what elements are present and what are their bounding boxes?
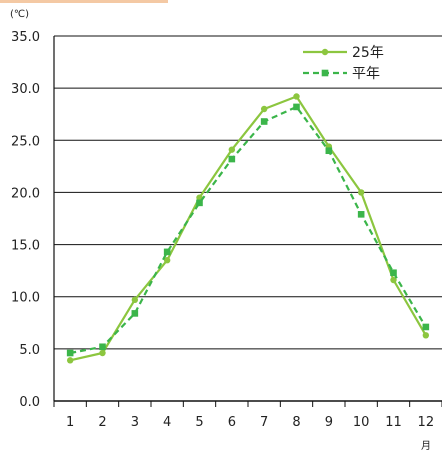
x-tick-label: 4 [163, 415, 171, 430]
legend-marker [321, 48, 329, 56]
data-point [163, 248, 171, 256]
y-tick-label: 15.0 [11, 239, 40, 254]
x-tick-label: 12 [418, 415, 435, 430]
legend-label: 25年 [352, 45, 384, 61]
series-2 [66, 103, 430, 357]
data-point [357, 189, 365, 196]
data-point [325, 147, 333, 155]
data-point [228, 155, 236, 163]
y-tick-label: 25.0 [11, 134, 40, 149]
data-point [357, 211, 365, 218]
data-point [66, 357, 74, 364]
x-tick-label: 11 [385, 415, 402, 430]
data-point [196, 199, 203, 207]
x-tick-label: 8 [292, 415, 300, 430]
data-point [422, 323, 430, 331]
data-point [99, 349, 106, 357]
y-tick-label: 10.0 [11, 291, 40, 306]
data-point [390, 269, 397, 277]
data-point [390, 276, 397, 284]
legend-label: 平年 [352, 66, 380, 82]
y-tick-label: 35.0 [11, 30, 40, 45]
data-point [260, 118, 268, 125]
x-tick-label: 10 [353, 415, 370, 430]
data-point [260, 105, 268, 113]
x-tick-label: 2 [98, 415, 106, 430]
axis-layer: 0.05.010.015.020.025.030.035.01 2 3 4 5 6 7 8 9 1… [11, 30, 442, 430]
x-axis-unit-label: 月 [421, 440, 431, 452]
legend-item-1: 25年 [303, 45, 384, 61]
x-tick-label: 3 [131, 415, 139, 430]
legend-marker [321, 69, 329, 77]
data-point [293, 103, 300, 111]
y-axis-unit-label: (℃) [10, 9, 29, 20]
series-1 [66, 93, 430, 364]
legend-item-2: 平年 [303, 66, 380, 82]
series-line-2 [69, 105, 427, 355]
data-point [422, 332, 430, 339]
data-point [131, 296, 139, 304]
x-tick-label: 7 [260, 415, 268, 430]
y-tick-label: 30.0 [11, 82, 40, 97]
data-point [293, 93, 300, 100]
data-point [163, 257, 171, 264]
x-tick-label: 5 [195, 415, 203, 430]
data-point [228, 146, 236, 153]
header-accent-bar [0, 0, 168, 3]
y-tick-label: 0.0 [19, 395, 40, 410]
series-layer [66, 93, 430, 364]
y-tick-label: 5.0 [19, 343, 40, 358]
y-tick-label: 20.0 [11, 186, 40, 201]
x-tick-label: 1 [66, 415, 74, 430]
x-tick-label: 6 [228, 415, 236, 430]
x-tick-label: 9 [325, 415, 333, 430]
series-line-1 [69, 95, 427, 362]
data-point [99, 343, 106, 351]
data-point [66, 349, 74, 357]
grid-layer [54, 35, 442, 402]
data-point [131, 310, 139, 317]
